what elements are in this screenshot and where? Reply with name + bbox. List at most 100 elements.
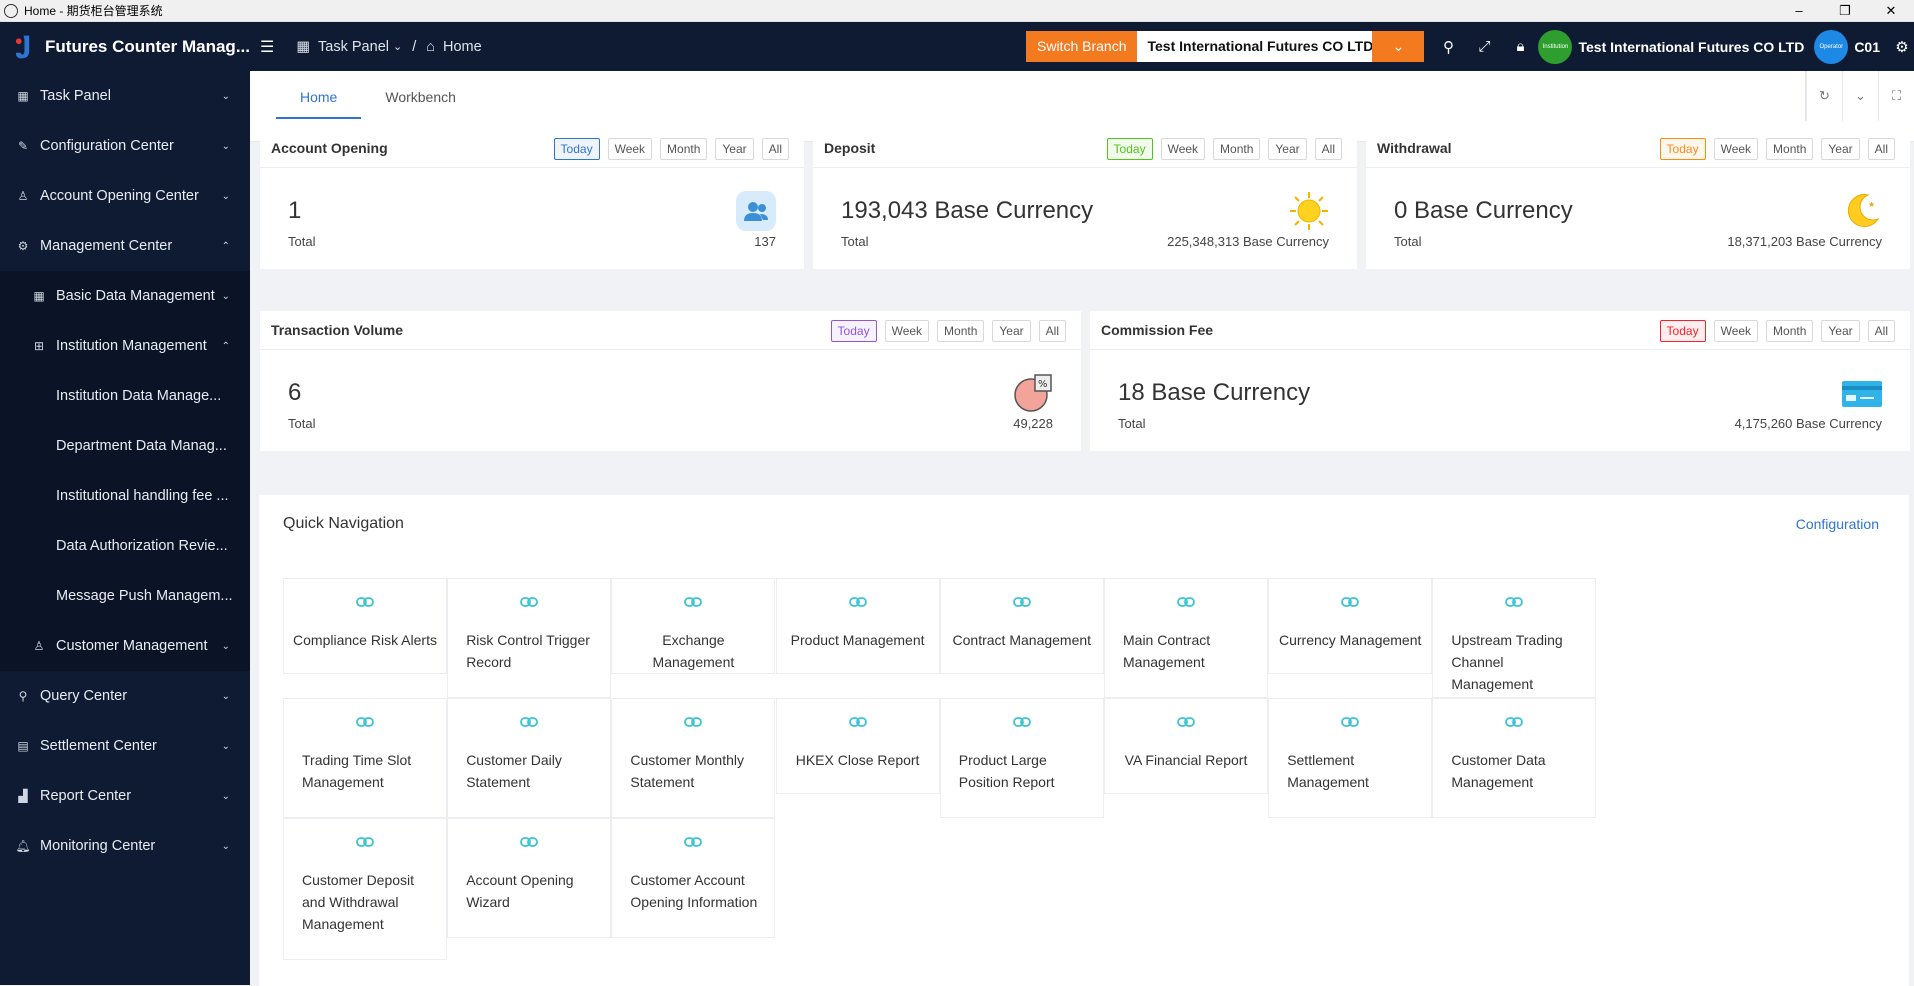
maximize-button[interactable]: ❐ [1839,3,1851,18]
search-icon[interactable]: ⚲ [1442,38,1454,56]
chevron-up-icon: ⌃ [221,240,230,252]
quick-nav-item[interactable]: Upstream Trading Channel Management [1432,578,1597,698]
sidebar-item-label: Management Center [40,238,173,254]
filter-month[interactable]: Month [1766,138,1814,160]
filter-all[interactable]: All [1867,138,1895,160]
sidebar-item[interactable]: ▤ Settlement Center ⌄ [0,721,250,771]
lock-icon[interactable]: 🔒︎ [1516,38,1525,55]
filter-all[interactable]: All [1038,320,1066,342]
ledger-icon: ▤ [17,739,29,753]
fullscreen-icon[interactable]: ⤢ [1478,38,1491,55]
quick-nav-item[interactable]: Currency Management [1268,578,1433,674]
quick-nav-item[interactable]: Product Management [775,578,940,674]
quick-nav-label: Compliance Risk Alerts [293,632,437,648]
breadcrumb-task-panel[interactable]: Task Panel [318,38,389,55]
sidebar-item[interactable]: ⊞ Institution Management ⌃ [0,321,250,371]
sidebar-item[interactable]: ♙ Account Opening Center ⌄ [0,171,250,221]
operator-code[interactable]: C01 [1854,38,1880,55]
tab-home[interactable]: Home [276,85,362,119]
quick-nav-item[interactable]: Settlement Management [1268,698,1433,818]
filter-year[interactable]: Year [1268,138,1307,160]
menu-collapse-icon[interactable]: ☰ [260,38,275,56]
quick-nav-label: Upstream Trading Channel Management [1451,632,1563,692]
minimize-button[interactable]: – [1795,3,1803,18]
quick-nav-item[interactable]: Customer Monthly Statement [611,698,776,818]
filter-week[interactable]: Week [1713,320,1759,342]
filter-week[interactable]: Week [607,138,653,160]
operator-avatar[interactable]: Operator [1814,29,1849,64]
sidebar-nav: ▦ Task Panel ⌄ ✎ Configuration Center ⌄ ♙ Accou… [0,71,250,871]
breadcrumb-home[interactable]: Home [443,38,482,55]
quick-nav-item[interactable]: Product Large Position Report [939,698,1104,818]
filter-year[interactable]: Year [1821,138,1860,160]
filter-year[interactable]: Year [992,320,1031,342]
period-filters: Today Week Month Year All [546,138,789,160]
filter-month[interactable]: Month [660,138,708,160]
sidebar-item[interactable]: Message Push Managem... [0,571,250,621]
sidebar-item[interactable]: ⚲ Query Center ⌄ [0,671,250,721]
quick-nav-item[interactable]: VA Financial Report [1104,698,1268,794]
filter-week[interactable]: Week [1160,138,1206,160]
moon-icon: ★ [1847,194,1880,228]
filter-all[interactable]: All [1314,138,1342,160]
link-icon [1341,597,1360,607]
pie-chart-icon: % [1014,374,1052,412]
filter-today[interactable]: Today [1659,138,1706,160]
card-title: Account Opening [271,140,388,156]
filter-today[interactable]: Today [1106,138,1153,160]
chevron-down-icon[interactable]: ⌄ [1842,71,1878,121]
quick-nav-item[interactable]: Customer Account Opening Information [611,818,776,938]
sidebar-item[interactable]: Department Data Manag... [0,421,250,471]
quick-nav-label: Customer Data Management [1451,752,1546,790]
sidebar-item[interactable]: ▦ Basic Data Management ⌄ [0,271,250,321]
quick-nav-item[interactable]: HKEX Close Report [775,698,940,794]
filter-all[interactable]: All [761,138,789,160]
filter-year[interactable]: Year [715,138,754,160]
user-icon: ♙ [17,189,29,203]
sidebar-item[interactable]: 🔔︎ Monitoring Center ⌄ [0,821,250,871]
filter-today[interactable]: Today [830,320,877,342]
tab-workbench[interactable]: Workbench [385,89,456,105]
close-button[interactable]: ✕ [1885,3,1897,18]
filter-week[interactable]: Week [884,320,930,342]
branch-select[interactable]: Test International Futures CO LTD [1137,31,1373,62]
filter-month[interactable]: Month [937,320,985,342]
filter-month[interactable]: Month [1766,320,1814,342]
sidebar-item[interactable]: ⚙ Management Center ⌃ [0,221,250,271]
sidebar-item[interactable]: Institution Data Manage... [0,371,250,421]
quick-nav-item[interactable]: Contract Management [939,578,1104,674]
link-icon [1341,717,1360,727]
maximize-icon[interactable]: ⛶ [1878,71,1914,121]
link-icon [1177,717,1195,727]
quick-nav-item[interactable]: Risk Control Trigger Record [447,578,612,698]
quick-nav-item[interactable]: Customer Data Management [1432,698,1597,818]
quick-nav-item[interactable]: Account Opening Wizard [447,818,612,938]
sidebar-item-label: Query Center [40,688,128,704]
filter-year[interactable]: Year [1821,320,1860,342]
sidebar-item[interactable]: ✎ Configuration Center ⌄ [0,121,250,171]
quick-nav-item[interactable]: Exchange Management [611,578,776,674]
sidebar-item[interactable]: ▟ Report Center ⌄ [0,771,250,821]
sidebar-item-label: Configuration Center [40,138,174,154]
sidebar-item[interactable]: Institutional handling fee ... [0,471,250,521]
filter-today[interactable]: Today [553,138,600,160]
quick-nav-item[interactable]: Compliance Risk Alerts [283,578,447,674]
quick-nav-item[interactable]: Customer Deposit and Withdrawal Manageme… [283,818,447,960]
filter-month[interactable]: Month [1213,138,1261,160]
quick-nav-item[interactable]: Trading Time Slot Management [283,698,447,818]
filter-today[interactable]: Today [1659,320,1706,342]
refresh-icon[interactable]: ↻ [1806,71,1842,121]
sidebar-item[interactable]: Data Authorization Revie... [0,521,250,571]
filter-all[interactable]: All [1867,320,1895,342]
quick-nav-item[interactable]: Customer Daily Statement [447,698,612,818]
quick-nav-item[interactable]: Main Contract Management [1104,578,1268,698]
sidebar-item[interactable]: ▦ Task Panel ⌄ [0,71,250,121]
gear-icon[interactable]: ⚙ [1895,38,1909,56]
configuration-link[interactable]: Configuration [1795,516,1879,532]
filter-week[interactable]: Week [1713,138,1759,160]
switch-branch-button[interactable]: Switch Branch [1026,31,1138,62]
chevron-down-icon[interactable]: ⌄ [392,41,403,53]
branch-dropdown-button[interactable]: ⌄ [1372,31,1425,62]
chevron-down-icon: ⌄ [221,690,230,702]
sidebar-item[interactable]: ♙ Customer Management ⌄ [0,621,250,671]
